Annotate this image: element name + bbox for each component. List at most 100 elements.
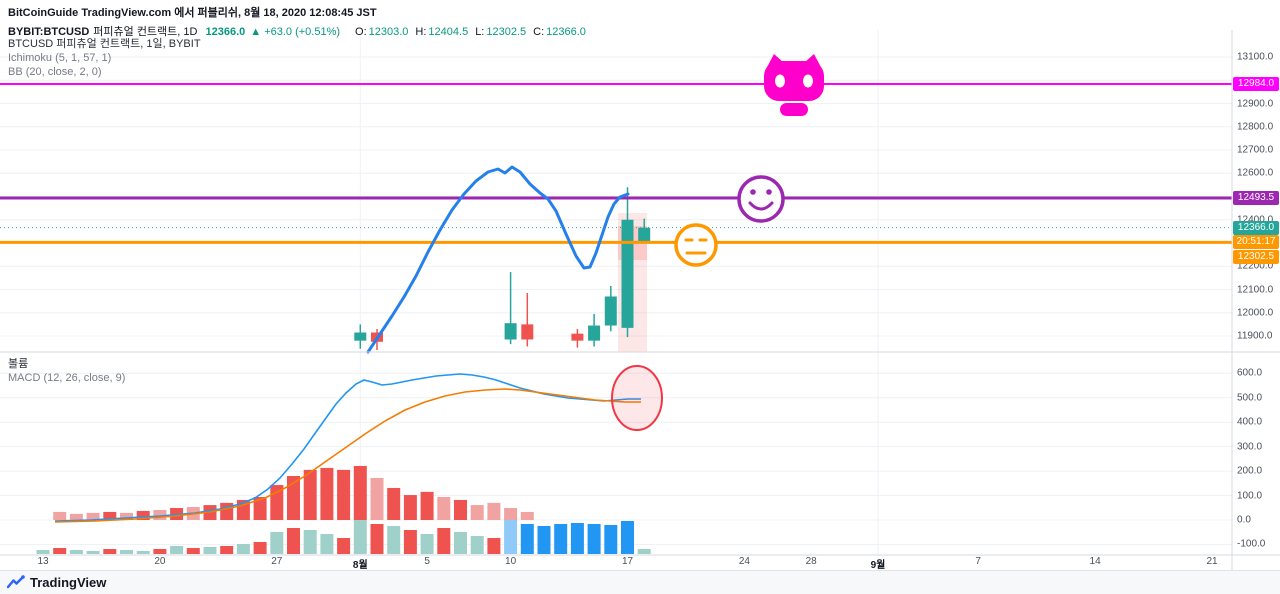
bar-countdown-tag: 20:51:17 [1233, 235, 1279, 249]
candle-body [354, 332, 367, 341]
ohlc-value: 12302.5 [486, 26, 527, 38]
ohlc-label: C: [533, 26, 545, 38]
octocat-eye-icon [775, 74, 785, 88]
candle-body [504, 323, 517, 340]
volume-bar [86, 551, 100, 554]
volume-bar [103, 549, 117, 554]
volume-bar [236, 544, 250, 554]
smiley-face-sticker[interactable] [737, 175, 785, 223]
github-octocat-sticker[interactable] [764, 54, 824, 116]
volume-bar [253, 542, 267, 554]
volume-bar [487, 538, 501, 554]
volume-bar [270, 532, 284, 554]
candle-body [521, 324, 534, 340]
legend-ichimoku[interactable]: Ichimoku (5, 1, 57, 1) [8, 52, 112, 64]
time-axis-label: 20 [154, 556, 166, 567]
macd-hist-bar [103, 511, 117, 520]
macd-hist-bar [370, 477, 384, 520]
volume-bar [303, 530, 317, 554]
volume-bar [203, 547, 217, 554]
volume-bar [136, 551, 150, 554]
tradingview-logo[interactable]: TradingView [7, 574, 107, 591]
last-price-tag: 12366.0 [1233, 220, 1279, 235]
volume-bar [403, 530, 417, 554]
time-axis-label: 21 [1206, 556, 1218, 567]
price-axis-label: 12900.0 [1237, 98, 1274, 109]
candle-body [588, 325, 601, 341]
purple-line-price-tag: 12493.5 [1233, 191, 1279, 205]
volume-bar [637, 549, 651, 554]
price-axis-label: 12200.0 [1237, 260, 1274, 272]
volume-bar [120, 550, 133, 554]
macd-hist-bar [437, 497, 451, 520]
legend-bb[interactable]: BB (20, close, 2, 0) [8, 66, 102, 78]
volume-bar [554, 524, 568, 554]
octocat-body-icon [780, 103, 808, 116]
highlight-ellipse-sticker[interactable] [611, 365, 663, 431]
ohlc-values: O: 12303.0 H: 12404.5 L: 12302.5 C: 12366.0 [348, 26, 586, 38]
price-axis[interactable]: 13100.0 12900.0 12800.0 12700.0 12600.0 12400… [1232, 0, 1280, 570]
footer-bar: TradingView [0, 570, 1280, 594]
time-axis-label: 5 [424, 556, 430, 567]
legend-volume[interactable]: 볼륨 [8, 358, 29, 370]
macd-hist-bar [320, 467, 334, 520]
candle-body [621, 219, 634, 328]
macd-hist-bar [236, 499, 250, 520]
macd-hist-bar [303, 469, 317, 520]
tradingview-logo-text: TradingView [30, 575, 107, 590]
time-axis-label: 27 [271, 556, 283, 567]
time-axis-label: 7 [975, 556, 981, 567]
price-axis-label: 11900.0 [1237, 330, 1273, 342]
orange-line-price-tag: 12302.5 [1233, 250, 1279, 264]
macd-hist-bar [353, 465, 367, 520]
volume-bar [570, 523, 584, 554]
macd-hist-bar [153, 509, 167, 520]
volume-bar [537, 526, 551, 554]
candle-body [604, 296, 617, 326]
time-axis-label: 10 [505, 556, 517, 567]
lower-pane-legend: 볼륨 MACD (12, 26, close, 9) [8, 357, 125, 385]
time-axis-label: 8월 [352, 560, 368, 571]
volume-bar [437, 528, 451, 554]
price-axis-label: 12400.0 [1237, 214, 1274, 226]
volume-bar [470, 536, 484, 554]
macd-hist-bar [86, 512, 100, 520]
price-axis-label: 12800.0 [1237, 121, 1274, 133]
macd-hist-bar [504, 508, 518, 520]
macd-line [54, 373, 641, 522]
volume-bar [387, 526, 401, 554]
time-axis-label: 17 [621, 556, 634, 567]
time-axis[interactable]: 13 20 27 8월 5 10 17 24 28 9월 7 14 21 [0, 556, 1232, 571]
macd-histogram [53, 465, 534, 520]
macd-hist-bar [420, 491, 434, 520]
macd-axis-label: 0.0 [1237, 514, 1251, 526]
volume-bar [153, 549, 167, 554]
contract-type: 퍼피츄얼 컨트랙트, 1D [93, 26, 198, 38]
octocat-eye-icon [803, 74, 813, 88]
tradingview-logo-icon [7, 574, 25, 588]
volume-bar [220, 546, 234, 554]
time-axis-label: 24 [738, 556, 750, 567]
price-line[interactable] [366, 165, 630, 354]
macd-axis-label: 500.0 [1237, 392, 1263, 404]
volume-bar [604, 525, 618, 554]
macd-axis-label: 200.0 [1237, 465, 1263, 477]
volume-bar [53, 548, 67, 554]
neutral-face-sticker[interactable] [674, 223, 718, 267]
macd-hist-bar [470, 505, 484, 520]
macd-hist-bar [387, 487, 401, 520]
legend-symbol[interactable]: BTCUSD 퍼피츄얼 컨트랙트, 1일, BYBIT [8, 38, 201, 50]
ohlc-label: O: [355, 26, 367, 38]
volume-bar [454, 532, 467, 554]
ohlc-label: H: [415, 26, 427, 38]
volume-bar [520, 524, 534, 554]
macd-axis-label: 400.0 [1237, 416, 1263, 428]
volume-bar [69, 550, 83, 554]
symbol-name: BYBIT:BTCUSD [8, 26, 90, 38]
legend-macd[interactable]: MACD (12, 26, close, 9) [8, 372, 126, 384]
macd-axis-label: 100.0 [1237, 490, 1263, 502]
octocat-head-icon [764, 61, 824, 101]
magenta-line-price-tag: 12984.0 [1233, 76, 1279, 91]
